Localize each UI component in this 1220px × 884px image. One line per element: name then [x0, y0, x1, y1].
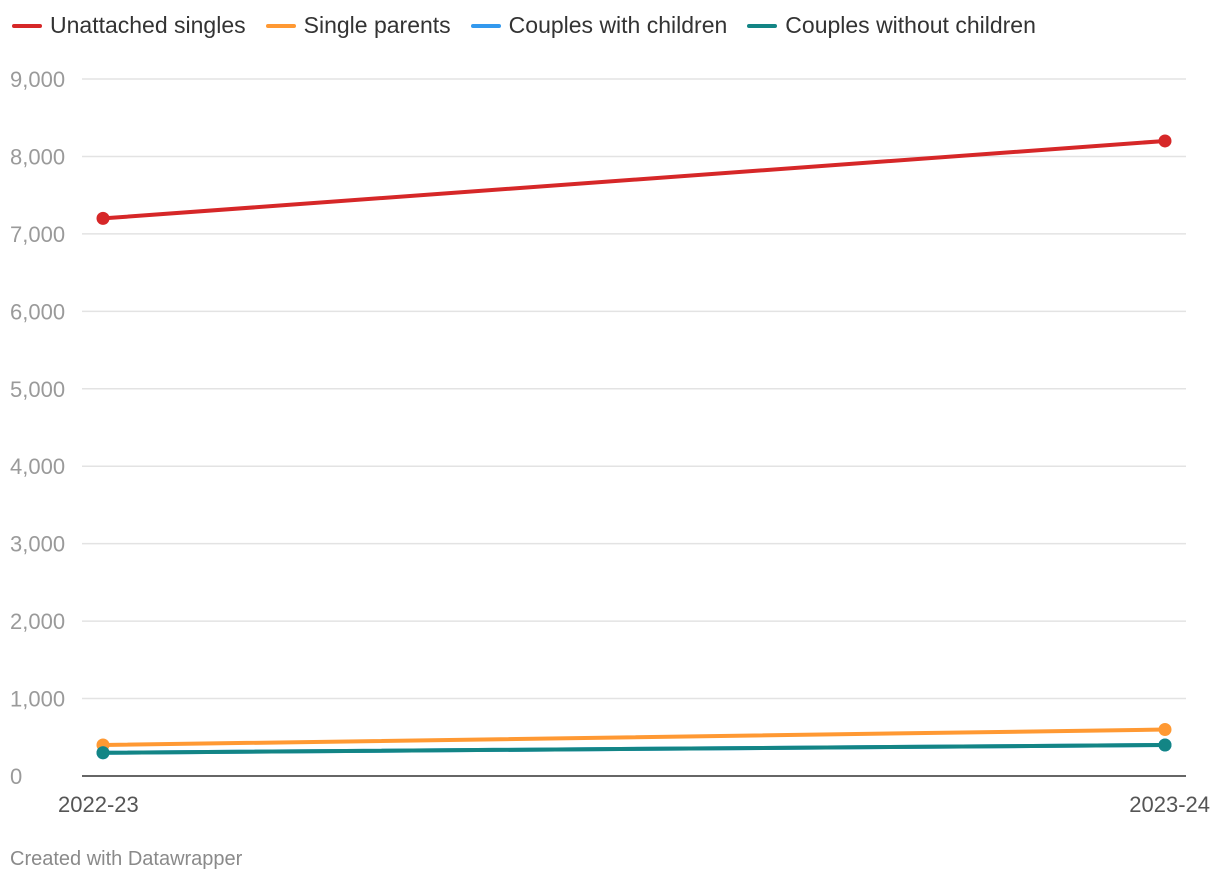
- y-tick-label: 0: [10, 764, 22, 789]
- legend-item-single-parents: Single parents: [265, 12, 451, 39]
- legend-swatch: [265, 23, 296, 28]
- data-point: [96, 746, 110, 760]
- legend-item-couples-with-children: Couples with children: [470, 12, 728, 39]
- y-tick-label: 3,000: [10, 532, 65, 557]
- legend-label: Single parents: [303, 12, 451, 38]
- legend-swatch: [470, 23, 501, 28]
- data-point: [1158, 738, 1172, 752]
- legend-swatch: [12, 23, 42, 28]
- y-tick-label: 4,000: [10, 454, 65, 479]
- y-tick-label: 5,000: [10, 377, 65, 402]
- legend-swatch: [747, 23, 778, 28]
- series-line: [101, 727, 1167, 748]
- data-point: [96, 211, 110, 225]
- footer-credit: Created with Datawrapper: [10, 848, 243, 870]
- y-tick-label: 2,000: [10, 609, 65, 634]
- data-point: [1158, 723, 1172, 737]
- x-tick-label: 2022-23: [58, 792, 139, 817]
- legend-label: Couples with children: [508, 12, 728, 38]
- y-tick-label: 1,000: [10, 687, 65, 712]
- legend-item-unattached-singles: Unattached singles: [12, 12, 246, 39]
- legend-label: Couples without children: [785, 12, 1036, 38]
- x-tick-label: 2023-24: [1129, 792, 1210, 817]
- y-tick-label: 6,000: [10, 299, 65, 324]
- y-tick-label: 8,000: [10, 144, 65, 169]
- y-tick-label: 7,000: [10, 222, 65, 247]
- data-point: [1158, 134, 1172, 148]
- legend-item-couples-without-children: Couples without children: [747, 12, 1036, 39]
- series-line: [101, 138, 1167, 221]
- legend: Unattached singles Single parents Couple…: [12, 12, 1036, 39]
- series-line: [101, 743, 1167, 755]
- y-tick-label: 9,000: [10, 67, 65, 92]
- legend-label: Unattached singles: [50, 12, 246, 38]
